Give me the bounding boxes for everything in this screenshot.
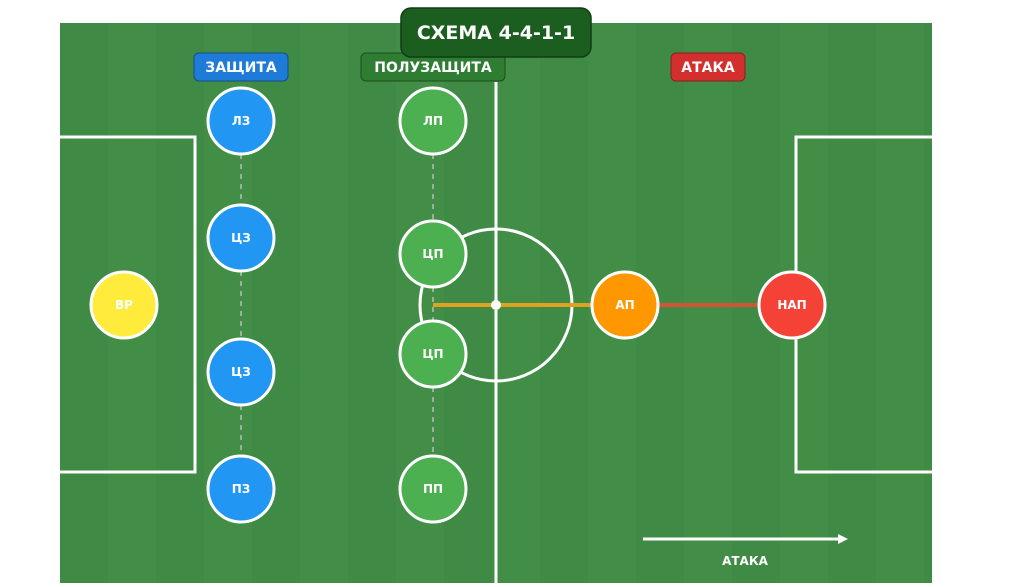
player-role: ЦП <box>422 247 443 261</box>
player-2: ЦЗ <box>206 203 276 273</box>
player-marker <box>757 270 827 340</box>
label-defense-text: ЗАЩИТА <box>205 60 277 76</box>
player-marker <box>398 86 468 156</box>
label-midfield-text: ПОЛУЗАЩИТА <box>374 60 492 76</box>
player-5: ЛП <box>398 86 468 156</box>
player-marker <box>206 454 276 524</box>
player-marker <box>398 219 468 289</box>
player-marker <box>590 270 660 340</box>
player-marker <box>206 203 276 273</box>
direction-label: АТАКА <box>722 554 769 568</box>
player-marker <box>89 270 159 340</box>
player-0: ВР <box>89 270 159 340</box>
label-attack: АТАКА <box>670 52 746 82</box>
attack-direction-arrow: АТАКА <box>643 534 848 568</box>
label-midfield: ПОЛУЗАЩИТА <box>360 52 506 82</box>
player-10: НАП <box>757 270 827 340</box>
player-role: ЦЗ <box>231 231 251 245</box>
label-attack-text: АТАКА <box>681 60 735 76</box>
center-spot <box>491 300 501 310</box>
title: СХЕМА 4-4-1-1 <box>417 22 575 44</box>
player-role: АП <box>615 298 634 312</box>
player-marker <box>206 337 276 407</box>
player-role: НАП <box>777 298 806 312</box>
connection-lines <box>240 154 434 456</box>
player-6: ЦП <box>398 219 468 289</box>
player-marker <box>398 454 468 524</box>
player-4: ПЗ <box>206 454 276 524</box>
player-role: ЛЗ <box>232 114 251 128</box>
player-role: ВР <box>115 298 133 312</box>
title-box: СХЕМА 4-4-1-1 <box>400 7 592 58</box>
player-role: ПП <box>423 482 443 496</box>
player-role: ЛП <box>423 114 443 128</box>
player-role: ЦП <box>422 347 443 361</box>
player-1: ЛЗ <box>206 86 276 156</box>
player-role: ПЗ <box>232 482 251 496</box>
player-role: ЦЗ <box>231 365 251 379</box>
player-marker <box>398 319 468 389</box>
label-defense: ЗАЩИТА <box>193 52 289 82</box>
player-marker <box>206 86 276 156</box>
player-9: АП <box>590 270 660 340</box>
player-8: ПП <box>398 454 468 524</box>
player-3: ЦЗ <box>206 337 276 407</box>
players: ВР ЛЗ ЦЗ ЦЗ ПЗ ЛП ЦП ЦП ПП АП НАП <box>89 86 827 524</box>
player-7: ЦП <box>398 319 468 389</box>
